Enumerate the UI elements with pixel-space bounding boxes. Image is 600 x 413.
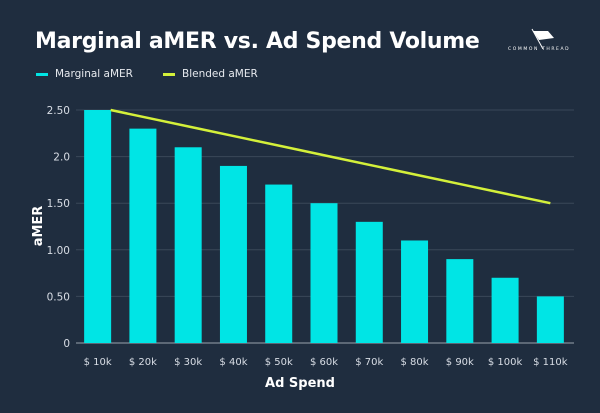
x-tick-label: $ 100k	[488, 357, 523, 368]
x-axis-label: Ad Spend	[265, 376, 335, 391]
y-tick-label: 1.50	[47, 198, 70, 210]
y-tick-label: 0	[63, 338, 70, 350]
bar	[265, 184, 293, 343]
legend-swatch-blended	[162, 72, 175, 76]
bar	[129, 128, 157, 343]
legend-item-blended: Blended aMER	[162, 68, 258, 80]
bar	[84, 110, 112, 343]
y-axis-label: aMER	[31, 206, 46, 247]
brand-logo-text: COMMON THREAD	[508, 47, 571, 52]
bar	[310, 203, 338, 343]
bar	[401, 240, 429, 343]
chart-title: Marginal aMER vs. Ad Spend Volume	[35, 29, 480, 54]
y-tick-label: 1.00	[47, 245, 70, 257]
y-tick-label: 2.0	[53, 152, 70, 164]
x-tick-label: $ 80k	[401, 357, 429, 368]
x-tick-label: $ 30k	[174, 357, 202, 368]
legend-swatch-marginal	[36, 72, 48, 76]
bar	[174, 147, 202, 343]
legend-label-marginal: Marginal aMER	[55, 68, 133, 80]
legend-label-blended: Blended aMER	[181, 68, 258, 80]
x-tick-label: $ 20k	[129, 357, 157, 368]
x-tick-label: $ 40k	[219, 357, 247, 368]
legend: Marginal aMER Blended aMER	[36, 68, 258, 80]
bar	[491, 277, 519, 343]
x-tick-label: $ 70k	[355, 357, 383, 368]
y-tick-label: 2.50	[47, 105, 70, 117]
x-tick-label: $ 110k	[533, 357, 568, 368]
y-tick-label: 0.50	[47, 291, 70, 303]
bar	[355, 221, 383, 343]
x-tick-label: $ 50k	[265, 357, 293, 368]
flag-icon	[531, 28, 554, 50]
x-tick-label: $ 10k	[84, 357, 112, 368]
bar	[536, 296, 564, 343]
blended-amer-line	[110, 108, 551, 205]
legend-item-marginal: Marginal aMER	[36, 68, 133, 80]
x-tick-label: $ 90k	[446, 357, 474, 368]
bar	[219, 165, 247, 343]
x-tick-label: $ 60k	[310, 357, 338, 368]
bar	[446, 259, 474, 343]
